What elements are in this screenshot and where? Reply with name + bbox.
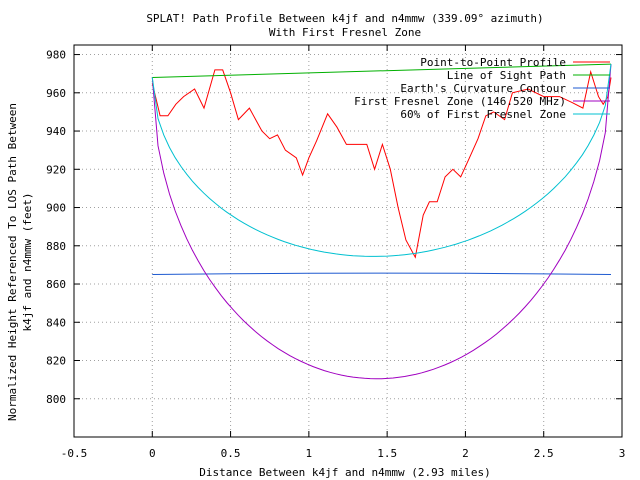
y-tick-label: 900 [46,202,66,215]
series-line-2 [152,63,612,78]
y-axis-label-line1: Normalized Height Referenced To LOS Path… [6,103,19,421]
legend-label: First Fresnel Zone (146.520 MHz) [354,95,566,108]
series-line-4 [151,64,612,380]
x-tick-label: 0.5 [221,447,241,460]
series-line-3 [152,272,612,275]
series-line-5 [151,64,612,257]
x-tick-label: 0 [149,447,156,460]
axis-ticks: 800 820 840 860 880 900 920 940 960 980 -0.5 0 0.5 1 1… [46,45,625,460]
y-tick-label: 920 [46,163,66,176]
x-tick-label: 2.5 [534,447,554,460]
y-tick-label: 860 [46,278,66,291]
y-tick-label: 980 [46,49,66,62]
y-tick-label: 820 [46,355,66,368]
x-axis-label: Distance Between k4jf and n4mmw (2.93 mi… [199,466,490,479]
x-tick-label: 1 [306,447,313,460]
y-tick-label: 880 [46,240,66,253]
y-tick-label: 840 [46,316,66,329]
x-tick-label: 1.5 [377,447,397,460]
series-line-1 [151,69,612,259]
chart-subtitle: With First Fresnel Zone [269,26,421,39]
legend-label: Point-to-Point Profile [420,56,566,69]
x-tick-label: 3 [619,447,626,460]
y-tick-label: 940 [46,125,66,138]
legend-label: 60% of First Fresnel Zone [400,108,566,121]
x-tick-label: -0.5 [61,447,88,460]
legend-label: Line of Sight Path [447,69,566,82]
chart-title: SPLAT! Path Profile Between k4jf and n4m… [146,12,543,25]
y-tick-label: 800 [46,393,66,406]
y-axis-label-line2: k4jf and n4mmw (feet) [21,192,34,331]
series-group [151,63,612,380]
legend-label: Earth's Curvature Contour [400,82,566,95]
plot-frame [73,44,623,438]
x-tick-label: 2 [462,447,469,460]
y-tick-label: 960 [46,87,66,100]
